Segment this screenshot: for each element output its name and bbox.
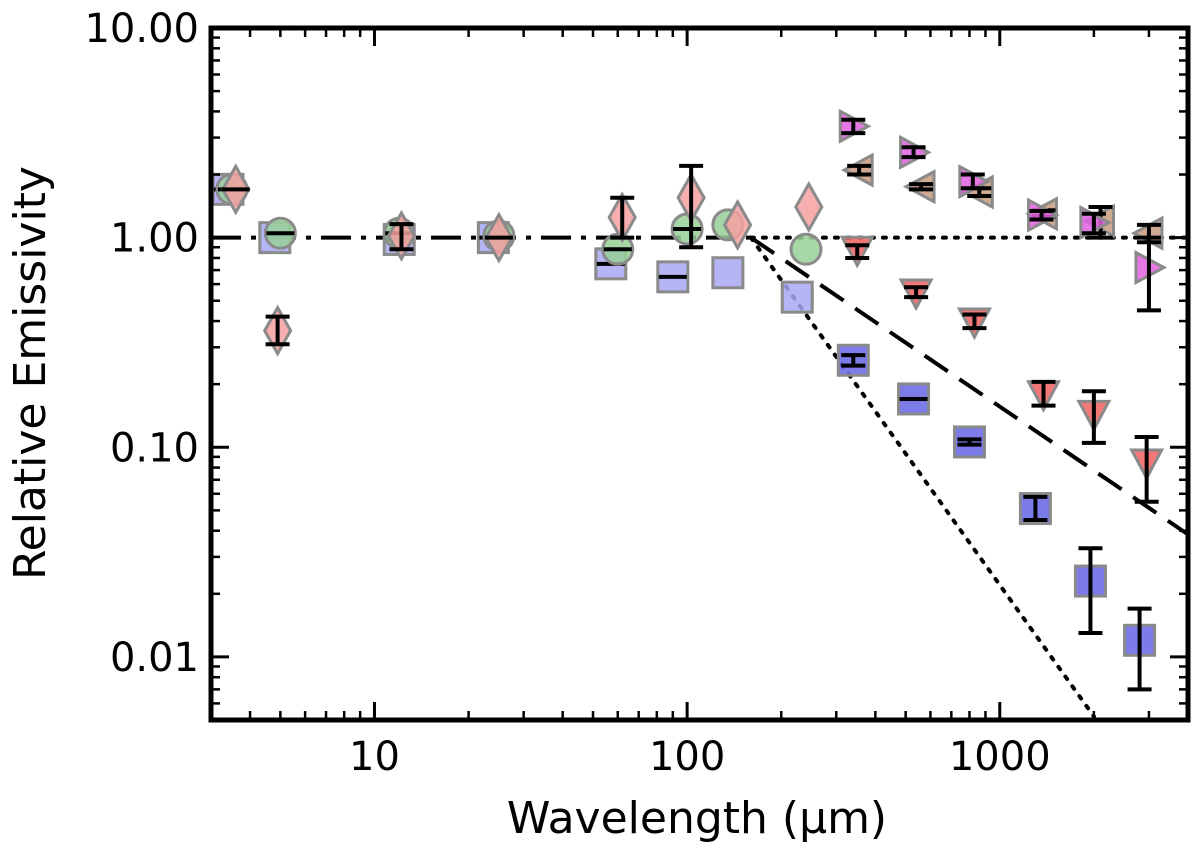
blue-squares-error-bar (1078, 546, 1103, 636)
red-down-triangles-error-bar (1081, 389, 1106, 445)
dotted-steep-line (748, 235, 1096, 719)
light-red-diamonds-error-bar (265, 314, 290, 347)
x-tick-label: 10 (349, 734, 400, 780)
blue-squares-error-bar (1023, 494, 1048, 522)
plot-frame (208, 25, 1191, 723)
blue-squares-error-bar (957, 437, 982, 447)
light-red-diamonds-point (794, 180, 824, 234)
blue-squares-error-bar (841, 353, 866, 368)
magenta-right-triangles-error-bar (1136, 235, 1161, 313)
light-red-diamonds-error-bar (389, 222, 414, 252)
magenta-right-triangles-error-bar (841, 117, 866, 136)
axis-ticks: 10 100 1000 0.01 0.10 1.00 10.00 (84, 6, 1190, 780)
y-tick-label: 0.10 (110, 425, 199, 471)
red-down-triangles-error-bar (1031, 379, 1056, 408)
light-blue-squares-point (711, 256, 745, 290)
y-axis-title: Relative Emissivity (5, 166, 56, 580)
y-tick-label: 10.00 (84, 6, 199, 52)
red-down-triangles-error-bar (904, 285, 929, 300)
reference-lines (211, 235, 1188, 719)
brown-left-triangles-error-bar (909, 182, 934, 192)
y-tick-label: 0.01 (110, 635, 199, 681)
data-points (211, 108, 1168, 692)
x-axis-title: Wavelength (μm) (507, 793, 887, 844)
x-tick-label: 1000 (949, 734, 1051, 780)
dashed-line (749, 235, 1188, 537)
light-red-diamonds-error-bar (610, 195, 635, 240)
magenta-right-triangles-error-bar (960, 172, 985, 191)
blue-squares-error-bar (1127, 606, 1152, 692)
x-tick-label: 100 (649, 734, 725, 780)
light-red-diamonds-point (722, 198, 753, 251)
red-down-triangles-error-bar (962, 312, 987, 331)
magenta-right-triangles-error-bar (1081, 211, 1106, 236)
magenta-right-triangles-error-bar (901, 145, 926, 160)
light-red-diamonds-error-bar (679, 163, 704, 250)
brown-left-triangles-error-bar (847, 163, 872, 177)
y-tick-label: 1.00 (110, 216, 199, 262)
magenta-right-triangles-error-bar (1029, 208, 1054, 222)
light-blue-squares-point (780, 280, 814, 314)
red-down-triangles-error-bar (1134, 434, 1159, 504)
red-down-triangles-error-bar (845, 243, 870, 260)
blue-squares-point (952, 425, 986, 459)
green-circles-point (789, 232, 823, 266)
